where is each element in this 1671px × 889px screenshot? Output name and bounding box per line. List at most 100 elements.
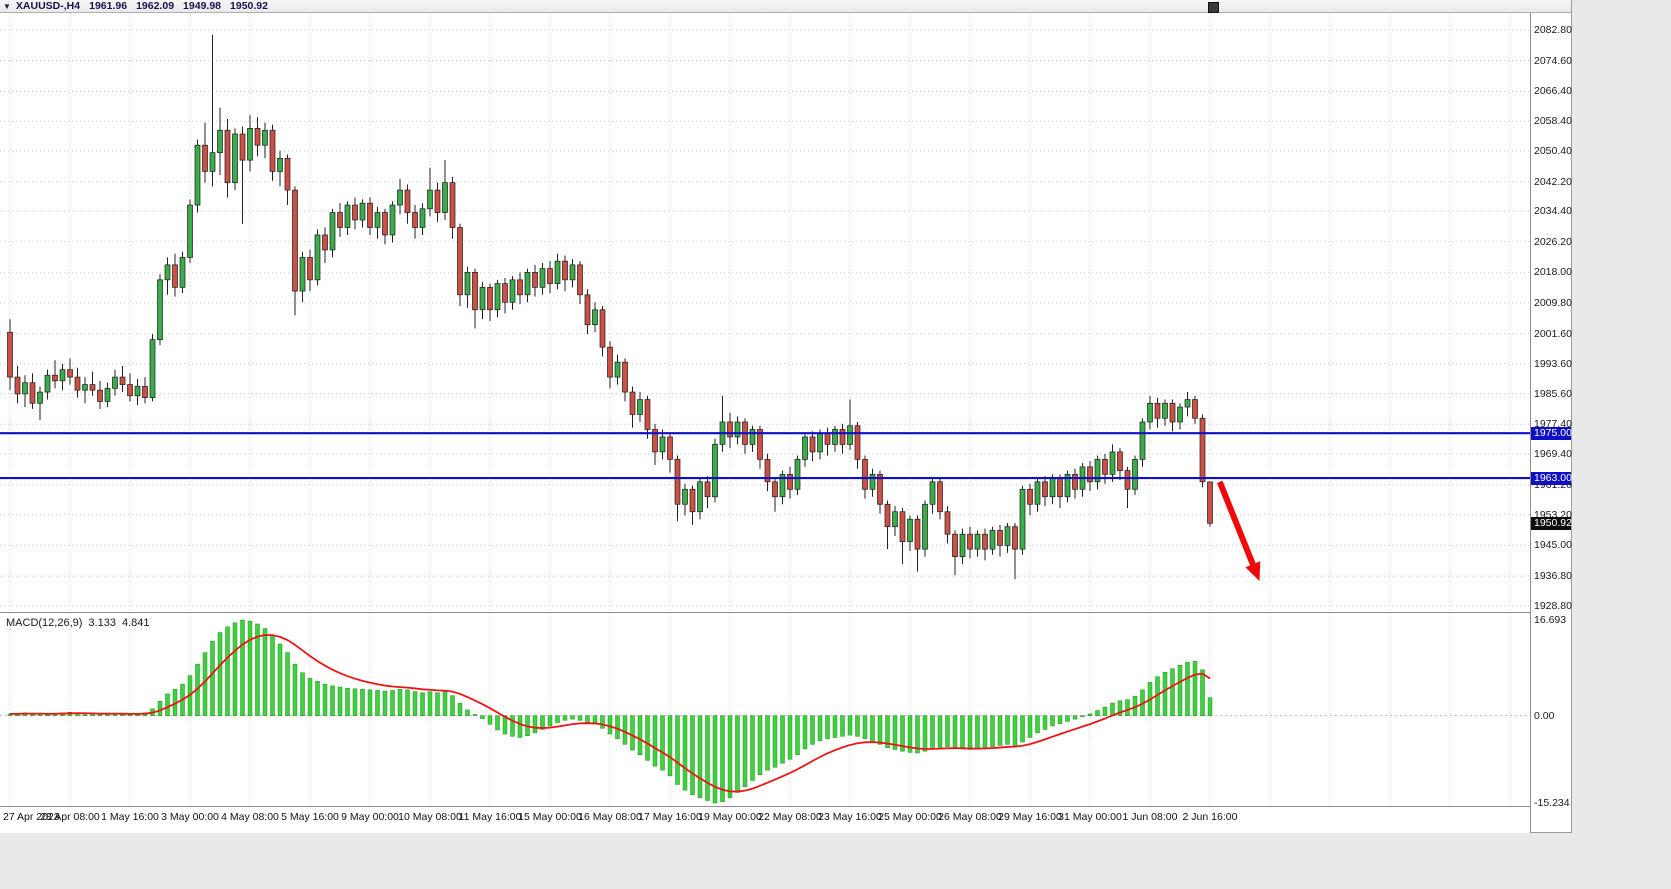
time-axis[interactable]: 27 Apr 2023 28 Apr 08:00 1 May 16:00 3 May … [0, 807, 1530, 833]
candle [1207, 481, 1213, 527]
level-price-badge: 1975.00 [1531, 426, 1572, 440]
macd-bar [1110, 702, 1115, 716]
price-tick: 2058.40 [1534, 115, 1572, 128]
pane-separator[interactable] [0, 806, 1571, 807]
macd-bar [1057, 715, 1063, 724]
macd-value: 3.133 [88, 617, 116, 629]
candle [697, 478, 703, 520]
candle [1034, 478, 1041, 512]
candle [74, 367, 81, 398]
candle [479, 281, 486, 320]
macd-bar [97, 714, 103, 716]
macd-name: MACD(12,26,9) [6, 617, 83, 629]
macd-bar [450, 695, 455, 716]
macd-bar [982, 715, 988, 749]
macd-bar [435, 692, 440, 716]
candle [112, 369, 118, 396]
candle [1012, 522, 1018, 580]
time-tick: 5 May 16:00 [281, 811, 339, 823]
candle [352, 197, 358, 230]
macd-bar [915, 715, 920, 754]
candle [209, 34, 216, 187]
macd-bar [1020, 715, 1025, 743]
time-tick: 16 May 08:00 [578, 811, 642, 823]
candle [172, 253, 178, 297]
macd-bar [390, 690, 395, 716]
candle [517, 272, 523, 305]
candle [1109, 444, 1116, 482]
candle [52, 360, 58, 389]
macd-bar [795, 715, 800, 755]
time-tick: 27 Apr 2023 [3, 811, 60, 823]
macd-bar [1185, 662, 1190, 716]
time-tick: 3 May 00:00 [161, 811, 219, 823]
macd-bar [397, 689, 403, 716]
macd-bar [870, 715, 875, 742]
macd-bar [862, 715, 868, 739]
price-tick: 2009.80 [1534, 297, 1572, 310]
macd-bar [1005, 715, 1010, 745]
macd-bar [750, 715, 755, 781]
candle [652, 423, 658, 465]
macd-bar [255, 623, 260, 716]
macd-bar [375, 690, 380, 716]
candle [704, 476, 711, 509]
macd-bar [427, 691, 433, 716]
macd-bar [345, 687, 350, 716]
macd-bar [1087, 713, 1093, 716]
macd-bar [1177, 664, 1183, 716]
time-tick: 1 May 16:00 [101, 811, 159, 823]
candle [269, 124, 276, 181]
candle [29, 373, 36, 409]
macd-bar [990, 715, 995, 747]
window-menu-icon[interactable]: ▼ [3, 1, 11, 11]
candle [547, 261, 553, 293]
pane-separator[interactable] [0, 612, 1571, 613]
macd-bar [532, 715, 538, 734]
macd-bar [225, 626, 230, 716]
candle [359, 199, 366, 228]
candle [502, 277, 508, 314]
macd-bar [787, 715, 793, 760]
price-tick: 1969.40 [1534, 448, 1572, 461]
candle [509, 276, 516, 310]
candle [1117, 448, 1123, 480]
time-tick: 19 May 00:00 [698, 811, 762, 823]
macd-bar [967, 715, 973, 750]
macd-bar [157, 701, 163, 716]
macd-bar [495, 715, 500, 731]
candle [839, 423, 846, 454]
price-axis[interactable]: 2082.80 2074.60 2066.40 2058.40 2050.40 2042.… [1531, 13, 1572, 832]
candle [284, 154, 291, 206]
time-tick: 1 Jun 08:00 [1122, 811, 1178, 823]
chart-titlebar[interactable]: ▼ XAUUSD-,H4 1961.96 1962.09 1949.98 195… [0, 0, 1571, 13]
macd-bar [937, 715, 943, 748]
candle [149, 334, 156, 402]
time-tick: 23 May 16:00 [818, 811, 882, 823]
macd-pane[interactable] [0, 613, 1530, 806]
macd-bar [885, 715, 890, 749]
candle [89, 371, 96, 396]
macd-bar [855, 715, 860, 737]
price-chart-pane[interactable] [0, 13, 1530, 612]
candle [194, 139, 201, 213]
time-tick: 11 May 16:00 [458, 811, 522, 823]
macd-bar [382, 690, 388, 716]
window-control-icon[interactable] [1208, 2, 1219, 13]
macd-bar [960, 715, 965, 750]
ohlc-low: 1949.98 [183, 0, 222, 12]
macd-bar [487, 715, 493, 725]
candle [644, 395, 651, 439]
candle [464, 266, 471, 308]
price-tick: 1928.80 [1534, 600, 1572, 612]
candle [14, 365, 21, 404]
macd-bar [735, 715, 740, 793]
trend-arrow[interactable] [1216, 480, 1261, 581]
candle [727, 412, 733, 449]
macd-bar [1035, 715, 1040, 734]
ohlc-open: 1961.96 [89, 0, 128, 12]
candle [22, 375, 28, 408]
macd-bar [562, 715, 568, 721]
candle [307, 249, 313, 292]
macd-bar [622, 715, 628, 745]
